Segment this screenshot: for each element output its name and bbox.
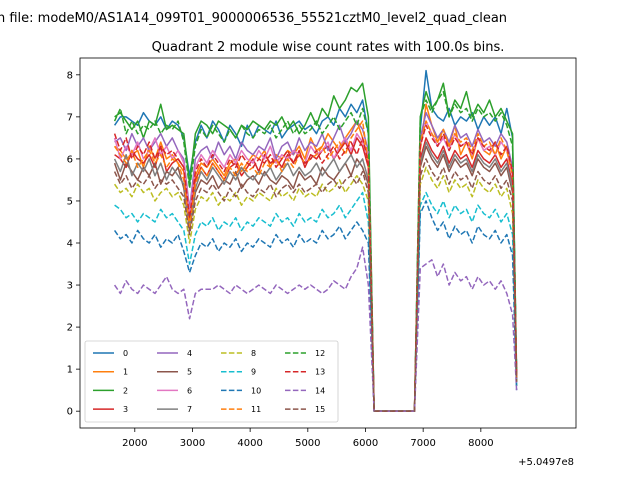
y-tick-label: 4 [67,239,73,250]
x-tick-label: 7000 [410,438,435,449]
legend-label: 11 [251,405,261,414]
legend-label: 5 [187,368,192,377]
legend-label: 15 [315,405,325,414]
series-line-12 [113,90,518,412]
x-tick-label: 4000 [237,438,262,449]
series-line-10 [113,200,518,412]
figure-suptitle: n file: modeM0/AS1A14_099T01_9000006536_… [0,11,507,26]
legend-label: 7 [187,405,192,414]
legend-label: 10 [251,386,261,395]
series-line-0 [113,69,518,412]
plot-layer [113,69,518,412]
legend-label: 6 [187,386,192,395]
chart-title: Quadrant 2 module wise count rates with … [152,40,505,55]
series-line-7 [113,141,518,412]
legend-label: 2 [123,386,128,395]
series-line-13 [113,124,518,412]
series-line-15 [113,158,518,412]
x-offset-label: +5.0497e8 [518,457,574,468]
y-tick-label: 7 [67,112,73,123]
legend-label: 3 [123,405,128,414]
series-lines [113,69,518,412]
legend-label: 1 [123,368,128,377]
y-tick-label: 2 [67,323,73,334]
legend-label: 12 [315,349,325,358]
legend-label: 9 [251,368,256,377]
text-layer: 2000 3000 4000 5000 6000 7000 8000012345678+5.… [0,11,574,468]
series-line-11 [113,120,518,412]
x-tick-label: 5000 [295,438,320,449]
legend-box [84,340,339,423]
y-tick-label: 1 [67,365,73,376]
legend-label: 0 [123,349,128,358]
y-tick-label: 8 [67,70,73,81]
x-tick-label: 6000 [353,438,378,449]
y-tick-label: 5 [67,196,73,207]
legend-label: 13 [315,368,325,377]
legend-label: 8 [251,349,256,358]
series-line-3 [114,137,518,412]
series-line-4 [114,111,518,412]
x-tick-label: 3000 [180,438,205,449]
y-tick-label: 3 [67,281,73,292]
series-line-8 [113,166,518,412]
x-tick-label: 8000 [468,438,493,449]
x-tick-label: 2000 [122,438,147,449]
y-tick-label: 6 [67,154,73,165]
y-tick-label: 0 [67,407,73,418]
series-line-9 [114,191,518,412]
axes-layer [76,57,577,432]
legend-label: 14 [315,386,325,395]
legend-label: 4 [187,349,192,358]
series-line-14 [113,246,518,412]
